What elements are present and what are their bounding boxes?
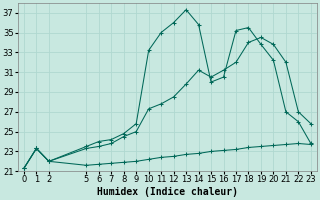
X-axis label: Humidex (Indice chaleur): Humidex (Indice chaleur) [97,187,238,197]
